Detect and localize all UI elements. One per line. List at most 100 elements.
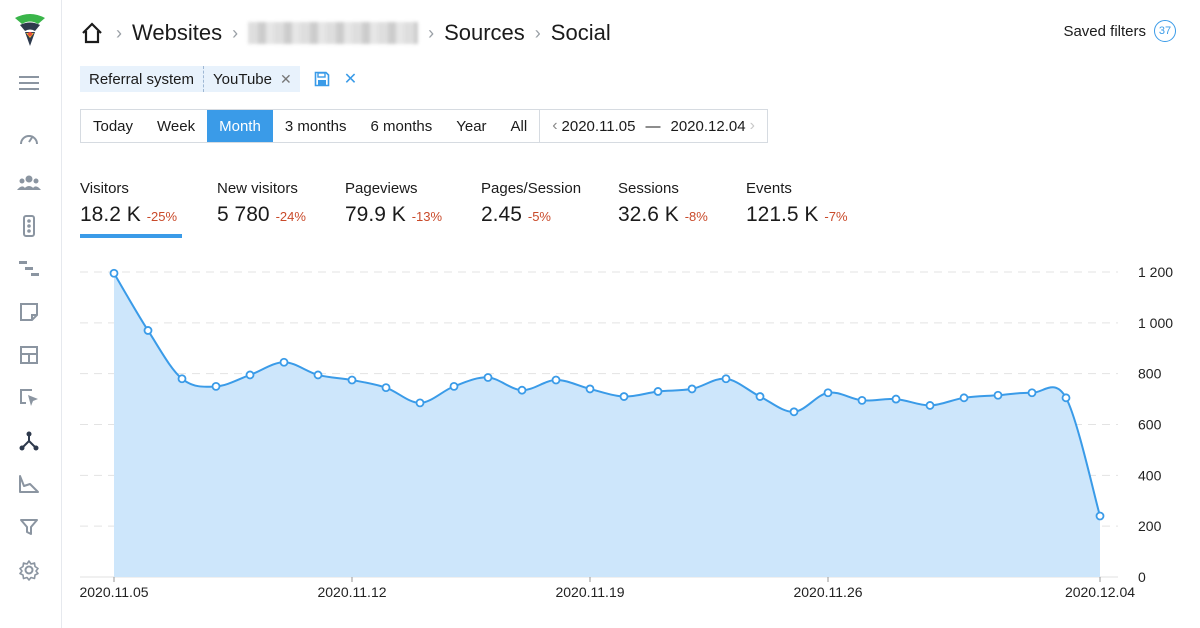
breadcrumb: › Websites › › Sources › Social	[80, 16, 611, 50]
period-3-months-button[interactable]: 3 months	[284, 117, 347, 135]
chevron-left-icon[interactable]: ‹	[552, 117, 558, 134]
period-all-button[interactable]: All	[510, 117, 528, 135]
data-point	[313, 370, 323, 380]
filter-bar: Referral system YouTube ✕ ✕	[80, 66, 357, 92]
saved-filters-count: 37	[1154, 20, 1176, 42]
active-metric-underline	[80, 234, 182, 238]
x-tick-label: 2020.12.04	[1065, 584, 1135, 600]
breadcrumb-social: Social	[550, 20, 611, 45]
data-point	[891, 394, 901, 404]
data-point	[619, 392, 629, 401]
breadcrumb-websites[interactable]: Websites	[132, 20, 223, 45]
y-tick-label: 400	[1138, 467, 1162, 483]
filter-key: Referral system	[80, 66, 205, 92]
remove-filter-icon[interactable]: ✕	[279, 70, 292, 87]
date-to: 2020.12.04	[670, 117, 746, 135]
metric-visitors[interactable]: Visitors 18.2 K -25%	[80, 180, 177, 227]
period-month-button[interactable]: Month	[207, 110, 273, 142]
data-point	[653, 387, 663, 396]
period-year-button[interactable]: Year	[456, 117, 487, 135]
data-point	[449, 381, 459, 391]
chevron-right-icon: ›	[534, 22, 541, 43]
layout-icon[interactable]	[15, 341, 43, 369]
metric-pages-per-session[interactable]: Pages/Session 2.45 -5%	[481, 180, 581, 227]
metric-value: 18.2 K	[80, 203, 141, 226]
note-icon[interactable]	[15, 298, 43, 326]
x-tick-label: 2020.11.26	[793, 584, 862, 600]
metric-label: New visitors	[217, 180, 298, 197]
app-logo[interactable]	[12, 12, 48, 52]
metric-delta: -25%	[146, 209, 178, 224]
metric-value: 32.6 K	[618, 203, 679, 226]
x-tick-label: 2020.11.12	[317, 584, 386, 600]
data-point	[245, 370, 255, 380]
data-point	[517, 385, 527, 395]
y-tick-label: 200	[1138, 518, 1162, 534]
metric-events[interactable]: Events 121.5 K -7%	[746, 180, 848, 227]
data-point	[823, 388, 833, 398]
chevron-right-icon[interactable]: ›	[749, 117, 755, 134]
metric-pageviews[interactable]: Pageviews 79.9 K -13%	[345, 180, 442, 227]
data-point	[925, 401, 935, 410]
clear-filters-icon[interactable]: ✕	[343, 71, 358, 88]
filter-value-wrap: YouTube ✕	[204, 71, 300, 88]
speedometer-icon[interactable]	[15, 125, 43, 153]
filter-chip[interactable]: Referral system YouTube ✕	[80, 66, 300, 92]
period-today-button[interactable]: Today	[93, 117, 134, 135]
data-point	[789, 407, 799, 417]
saved-filters-label: Saved filters	[1063, 22, 1146, 40]
y-tick-label: 800	[1138, 366, 1162, 382]
sidebar	[0, 0, 62, 628]
saved-filters-button[interactable]: Saved filters 37	[1063, 20, 1176, 42]
data-point	[1027, 388, 1037, 398]
chevron-right-icon: ›	[116, 22, 122, 43]
chevron-right-icon: ›	[232, 22, 239, 43]
breadcrumb-sources[interactable]: Sources	[444, 20, 525, 45]
metric-value: 121.5 K	[746, 203, 819, 226]
data-point	[415, 398, 425, 408]
period-week-button[interactable]: Week	[157, 117, 196, 135]
metric-sessions[interactable]: Sessions 32.6 K -8%	[618, 180, 708, 227]
metric-label: Pageviews	[345, 180, 418, 197]
traffic-light-icon[interactable]	[15, 212, 43, 240]
save-filter-icon[interactable]	[314, 71, 330, 87]
sources-icon[interactable]	[15, 427, 43, 455]
metric-delta: -7%	[824, 209, 848, 224]
y-tick-label: 600	[1138, 417, 1162, 433]
chevron-right-icon: ›	[428, 22, 435, 43]
metric-label: Sessions	[618, 180, 679, 197]
data-point	[483, 373, 493, 382]
data-point	[857, 395, 867, 405]
data-point	[109, 268, 119, 278]
cursor-click-icon[interactable]	[15, 384, 43, 412]
data-point	[1095, 511, 1105, 521]
data-point	[551, 375, 561, 385]
home-icon[interactable]	[80, 20, 106, 46]
funnel-icon[interactable]	[15, 513, 43, 541]
gear-icon[interactable]	[15, 556, 43, 584]
data-point	[211, 381, 221, 391]
gantt-icon[interactable]	[15, 255, 43, 283]
metric-delta: -8%	[684, 209, 708, 224]
menu-icon[interactable]	[15, 69, 43, 97]
x-tick-label: 2020.11.19	[555, 584, 624, 600]
area-fill	[114, 273, 1100, 577]
data-point	[993, 390, 1003, 400]
period-6-months-button[interactable]: 6 months	[370, 117, 433, 135]
users-icon[interactable]	[15, 169, 43, 197]
metric-label: Visitors	[80, 180, 129, 197]
date-range[interactable]: ‹ 2020.11.05 — 2020.12.04 ›	[539, 110, 767, 142]
data-point	[347, 375, 357, 385]
breadcrumb-website-redacted[interactable]	[248, 22, 419, 44]
data-point	[585, 384, 595, 394]
metric-new-visitors[interactable]: New visitors 5 780 -24%	[217, 180, 306, 227]
data-point	[1061, 393, 1071, 403]
y-tick-label: 1 200	[1138, 264, 1173, 280]
data-point	[755, 392, 765, 401]
metric-delta: -13%	[411, 209, 443, 224]
data-point	[143, 326, 153, 335]
x-tick-label: 2020.11.05	[79, 584, 148, 600]
area-chart-icon[interactable]	[15, 470, 43, 498]
y-tick-label: 1 000	[1138, 315, 1173, 331]
